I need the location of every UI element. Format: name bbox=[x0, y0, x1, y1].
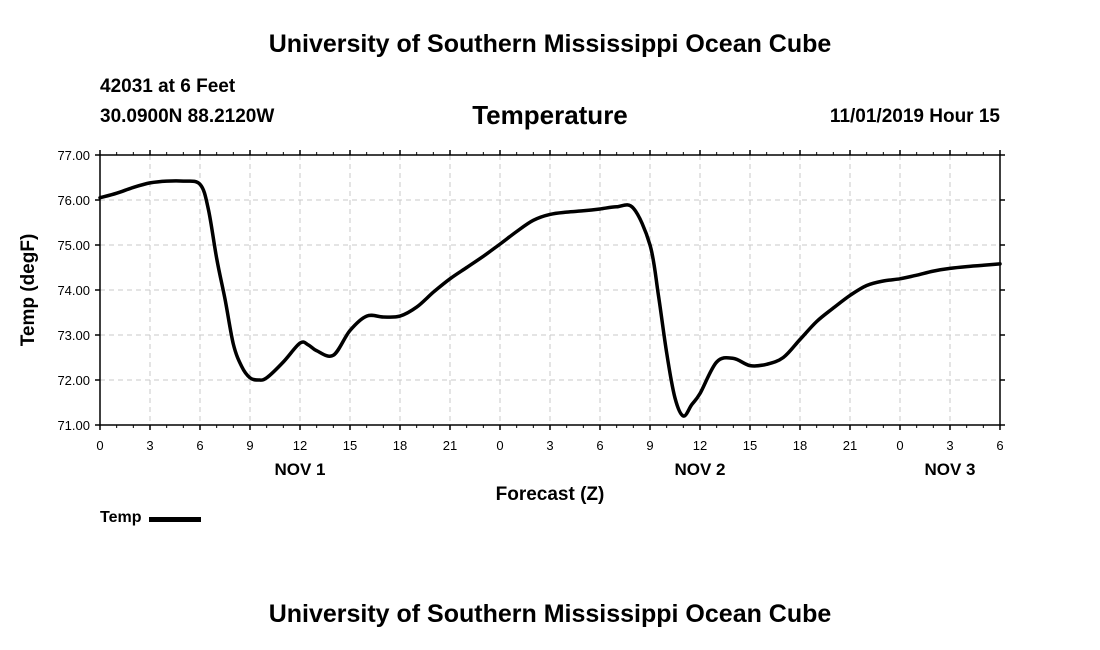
x-tick-label: 3 bbox=[546, 438, 553, 453]
day-label: NOV 1 bbox=[274, 460, 325, 479]
x-tick-label: 9 bbox=[246, 438, 253, 453]
x-tick-label: 0 bbox=[896, 438, 903, 453]
day-label: NOV 3 bbox=[924, 460, 975, 479]
y-tick-label: 77.00 bbox=[57, 148, 90, 163]
tick-layer bbox=[95, 150, 1005, 430]
x-tick-label: 21 bbox=[843, 438, 857, 453]
x-tick-label: 6 bbox=[196, 438, 203, 453]
y-tick-label: 71.00 bbox=[57, 418, 90, 433]
x-tick-label: 3 bbox=[146, 438, 153, 453]
x-tick-label: 15 bbox=[343, 438, 357, 453]
legend-swatch bbox=[149, 517, 202, 522]
legend: Temp bbox=[100, 509, 202, 527]
grid-layer bbox=[100, 155, 1000, 425]
temperature-chart: 71.00 72.00 73.00 74.00 75.00 76.00 77.00 0 3 6 9 1… bbox=[18, 148, 1005, 505]
x-tick-label: 21 bbox=[443, 438, 457, 453]
x-tick-label: 18 bbox=[393, 438, 407, 453]
x-tick-label: 0 bbox=[496, 438, 503, 453]
y-tick-label: 75.00 bbox=[57, 238, 90, 253]
y-tick-label: 73.00 bbox=[57, 328, 90, 343]
footer-title: University of Southern Mississippi Ocean… bbox=[268, 600, 832, 628]
x-tick-label: 6 bbox=[596, 438, 603, 453]
x-tick-label: 15 bbox=[743, 438, 757, 453]
x-tick-label: 3 bbox=[946, 438, 953, 453]
chart-main-title: University of Southern Mississippi Ocean… bbox=[268, 30, 832, 58]
day-label: NOV 2 bbox=[674, 460, 725, 479]
x-axis-title: Forecast (Z) bbox=[496, 484, 605, 505]
label-layer: 71.00 72.00 73.00 74.00 75.00 76.00 77.00 0 3 6 9 1… bbox=[57, 148, 1003, 479]
x-tick-label: 6 bbox=[996, 438, 1003, 453]
x-tick-label: 12 bbox=[293, 438, 307, 453]
series-line-temp bbox=[98, 179, 1002, 418]
y-tick-label: 74.00 bbox=[57, 283, 90, 298]
y-axis-title: Temp (degF) bbox=[18, 234, 39, 347]
y-tick-label: 76.00 bbox=[57, 193, 90, 208]
x-tick-label: 0 bbox=[96, 438, 103, 453]
variable-title: Temperature bbox=[472, 100, 628, 130]
x-tick-label: 9 bbox=[646, 438, 653, 453]
station-label: 42031 at 6 Feet bbox=[100, 76, 236, 97]
coordinates-label: 30.0900N 88.2120W bbox=[100, 106, 275, 127]
x-tick-label: 18 bbox=[793, 438, 807, 453]
x-tick-label: 12 bbox=[693, 438, 707, 453]
legend-label: Temp bbox=[100, 509, 142, 526]
datetime-label: 11/01/2019 Hour 15 bbox=[829, 106, 1000, 127]
y-tick-label: 72.00 bbox=[57, 373, 90, 388]
